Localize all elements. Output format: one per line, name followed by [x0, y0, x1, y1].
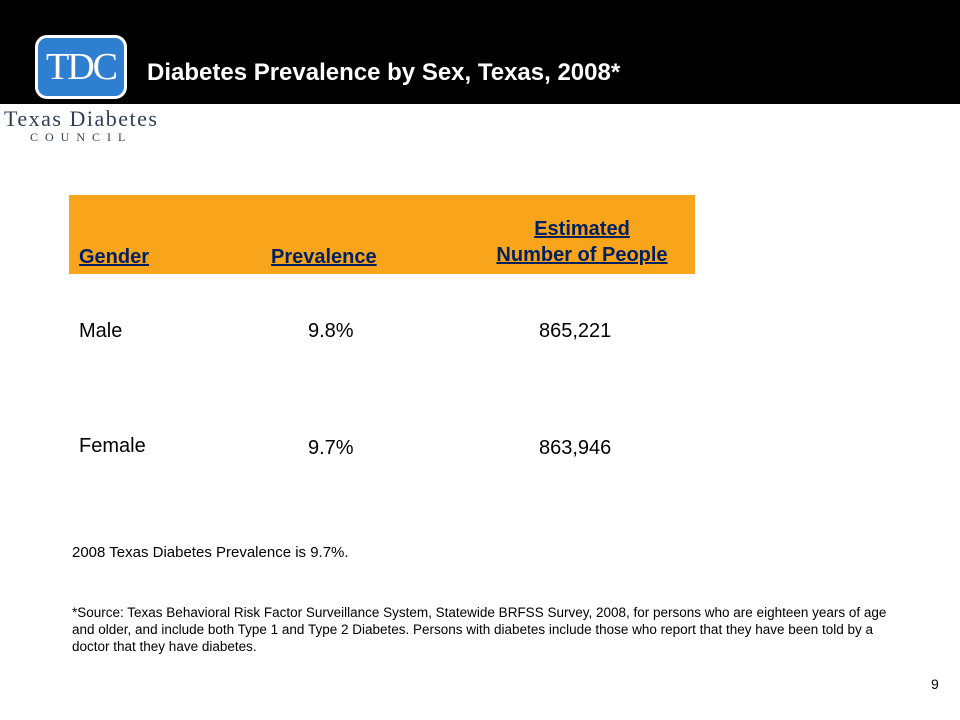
column-header-estimated-line1: Estimated	[534, 218, 630, 240]
header-bar	[0, 0, 960, 104]
tdc-logo-icon: TDC	[35, 35, 127, 99]
cell-number: 863,946	[539, 437, 612, 459]
cell-gender: Female	[79, 435, 146, 457]
org-name: Texas Diabetes	[4, 106, 159, 131]
table-header: Gender Prevalence Estimated Number of Pe…	[69, 195, 695, 274]
prevalence-note: 2008 Texas Diabetes Prevalence is 9.7%.	[72, 544, 349, 561]
logo-monogram: TDC	[46, 46, 118, 88]
column-header-estimated: Estimated Number of People	[480, 216, 684, 268]
page-title: Diabetes Prevalence by Sex, Texas, 2008*	[147, 59, 621, 86]
page-number: 9	[931, 676, 939, 692]
column-header-estimated-line2: Number of People	[496, 244, 668, 266]
column-header-prevalence: Prevalence	[271, 246, 377, 268]
column-header-gender: Gender	[79, 246, 150, 268]
cell-gender: Male	[79, 320, 123, 342]
cell-number: 865,221	[539, 320, 612, 342]
cell-prevalence: 9.8%	[308, 320, 354, 342]
source-footnote: *Source: Texas Behavioral Risk Factor Su…	[72, 605, 887, 654]
org-subtitle: COUNCIL	[30, 130, 133, 144]
cell-prevalence: 9.7%	[308, 437, 354, 459]
